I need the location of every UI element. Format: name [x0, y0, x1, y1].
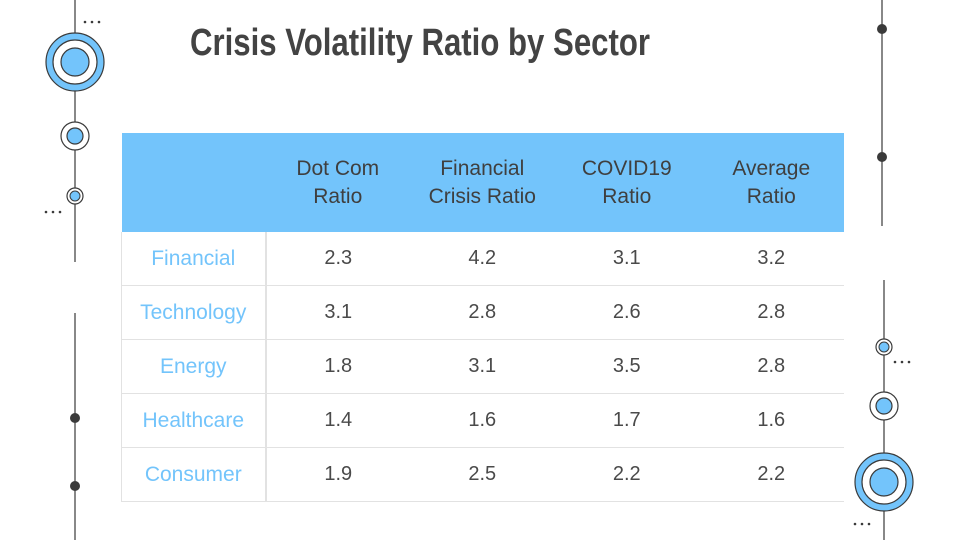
- header-cell: Financial Crisis Ratio: [410, 133, 555, 232]
- volatility-table: Dot Com Ratio Financial Crisis Ratio COVID…: [121, 133, 844, 502]
- table-cell: 2.2: [554, 447, 699, 502]
- table-cell: 2.8: [410, 285, 555, 340]
- table-row: Energy 1.8 3.1 3.5 2.8: [121, 339, 844, 394]
- header-line: Ratio: [602, 184, 652, 208]
- table-cell: 2.2: [699, 447, 844, 502]
- header-cell: Average Ratio: [699, 133, 844, 232]
- header-cell: COVID19 Ratio: [554, 133, 699, 232]
- header-line: COVID19: [581, 156, 672, 180]
- dot-icon: [877, 152, 887, 162]
- table-cell: 2.8: [699, 339, 844, 394]
- page-title: Crisis Volatility Ratio by Sector: [190, 22, 651, 64]
- header-line: Average: [732, 156, 811, 180]
- header-line: Dot Com: [296, 156, 380, 180]
- header-line: Financial: [440, 156, 525, 180]
- sector-label: Technology: [121, 285, 267, 340]
- table-cell: 1.9: [265, 447, 410, 502]
- table-cell: 3.1: [265, 285, 410, 340]
- dot-icon: [877, 24, 887, 34]
- sector-label: Financial: [121, 232, 267, 286]
- header-line: Ratio: [313, 184, 363, 208]
- dot-icon: [70, 413, 80, 423]
- table-cell: 1.8: [265, 339, 410, 394]
- table-cell: 2.5: [410, 447, 555, 502]
- table-cell: 2.6: [554, 285, 699, 340]
- header-cell-empty: [121, 133, 266, 232]
- table-cell: 3.5: [554, 339, 699, 394]
- table-row: Healthcare 1.4 1.6 1.7 1.6: [121, 393, 844, 448]
- sector-label: Healthcare: [121, 393, 267, 448]
- table-row: Consumer 1.9 2.5 2.2 2.2: [121, 447, 844, 502]
- table-cell: 4.2: [410, 232, 555, 286]
- table-header-row: Dot Com Ratio Financial Crisis Ratio COVID…: [121, 133, 844, 232]
- sector-label: Energy: [121, 339, 267, 394]
- table-cell: 2.8: [699, 285, 844, 340]
- table-row: Financial 2.3 4.2 3.1 3.2: [121, 232, 844, 286]
- table-cell: 3.1: [554, 232, 699, 286]
- sector-label: Consumer: [121, 447, 267, 502]
- table-cell: 1.7: [554, 393, 699, 448]
- table-cell: 3.2: [699, 232, 844, 286]
- table-cell: 3.1: [410, 339, 555, 394]
- header-cell: Dot Com Ratio: [265, 133, 410, 232]
- table-cell: 1.6: [699, 393, 844, 448]
- table-cell: 1.4: [265, 393, 410, 448]
- table-row: Technology 3.1 2.8 2.6 2.8: [121, 285, 844, 340]
- ellipsis-icon: [44, 20, 911, 526]
- header-line: Crisis Ratio: [428, 184, 536, 208]
- dot-icon: [70, 481, 80, 491]
- table-cell: 2.3: [265, 232, 410, 286]
- table-cell: 1.6: [410, 393, 555, 448]
- header-line: Ratio: [746, 184, 796, 208]
